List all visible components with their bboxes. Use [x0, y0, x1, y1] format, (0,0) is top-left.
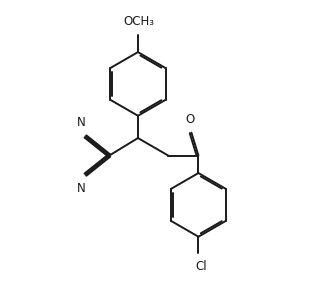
Text: N: N [77, 182, 86, 195]
Text: O: O [185, 113, 194, 126]
Text: OCH₃: OCH₃ [123, 15, 154, 28]
Text: N: N [77, 117, 86, 129]
Text: Cl: Cl [196, 260, 208, 273]
